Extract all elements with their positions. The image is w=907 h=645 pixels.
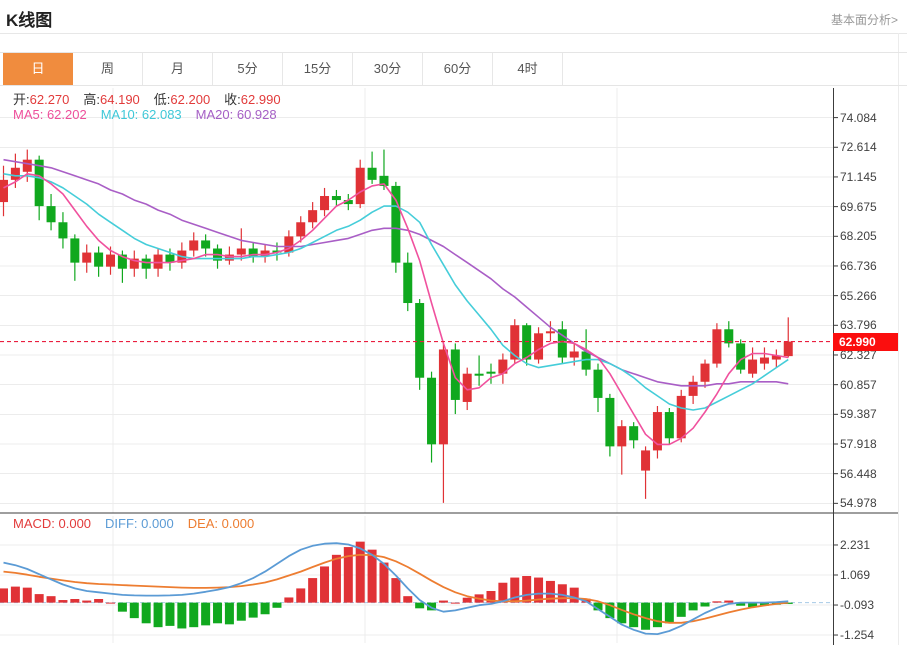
tab-周[interactable]: 周 [73, 53, 143, 85]
y-tick-label: -1.254 [840, 628, 875, 643]
tab-30分[interactable]: 30分 [353, 53, 423, 85]
y-tick-label: 59.387 [840, 407, 877, 422]
macd-value-DIFF: DIFF: 0.000 [105, 516, 174, 531]
tab-月[interactable]: 月 [143, 53, 213, 85]
ma-value-MA10: MA10: 62.083 [100, 107, 182, 122]
y-tick-label: 65.266 [840, 288, 877, 303]
y-tick-label: 72.614 [840, 140, 877, 155]
header-divider [0, 33, 907, 34]
y-tick-label: 66.736 [840, 258, 877, 273]
y-tick-label: 62.327 [840, 347, 877, 362]
container-right-border [898, 33, 899, 645]
tab-60分[interactable]: 60分 [423, 53, 493, 85]
fundamental-analysis-link[interactable]: 基本面分析> [830, 13, 898, 27]
tab-15分[interactable]: 15分 [283, 53, 353, 85]
ohlc-readout: 开:62.270 高:64.190 低:62.200 收:62.990 [13, 89, 295, 108]
y-tick-label: 63.796 [840, 318, 877, 333]
ma-readout: MA5: 62.202 MA10: 62.083 MA20: 60.928 [13, 107, 291, 122]
y-tick-label: 57.918 [840, 436, 877, 451]
macd-readout: MACD: 0.000 DIFF: 0.000 DEA: 0.000 [13, 516, 268, 531]
ohlc-收: 收:62.990 [224, 92, 281, 107]
y-tick-label: 74.084 [840, 110, 877, 125]
y-tick-label: 1.069 [840, 568, 871, 582]
tab-日[interactable]: 日 [3, 53, 73, 85]
ohlc-开: 开:62.270 [13, 92, 70, 107]
tab-4时[interactable]: 4时 [493, 53, 563, 85]
y-tick-label: 69.675 [840, 199, 877, 214]
ma-value-MA5: MA5: 62.202 [13, 107, 87, 122]
kline-macd-chart-canvas[interactable] [0, 86, 907, 645]
macd-value-MACD: MACD: 0.000 [13, 516, 92, 531]
y-tick-label: 71.145 [840, 169, 877, 184]
tab-5分[interactable]: 5分 [213, 53, 283, 85]
page-title: K线图 [6, 11, 53, 30]
last-price-badge: 62.990 [833, 332, 898, 351]
y-tick-label: -0.093 [840, 598, 875, 613]
y-tick-label: 54.978 [840, 496, 877, 511]
ohlc-低: 低:62.200 [153, 92, 211, 107]
period-tab-bar: 日周月 5分 15分 30分 60分 4时 [0, 52, 907, 86]
macd-value-DEA: DEA: 0.000 [187, 516, 255, 531]
ma-value-MA20: MA20: 60.928 [195, 107, 277, 122]
y-tick-label: 68.205 [840, 229, 877, 244]
y-tick-label: 56.448 [840, 466, 877, 481]
y-tick-label: 60.857 [840, 377, 877, 392]
y-tick-label: 2.231 [840, 537, 871, 552]
ohlc-高: 高:64.190 [83, 92, 140, 107]
